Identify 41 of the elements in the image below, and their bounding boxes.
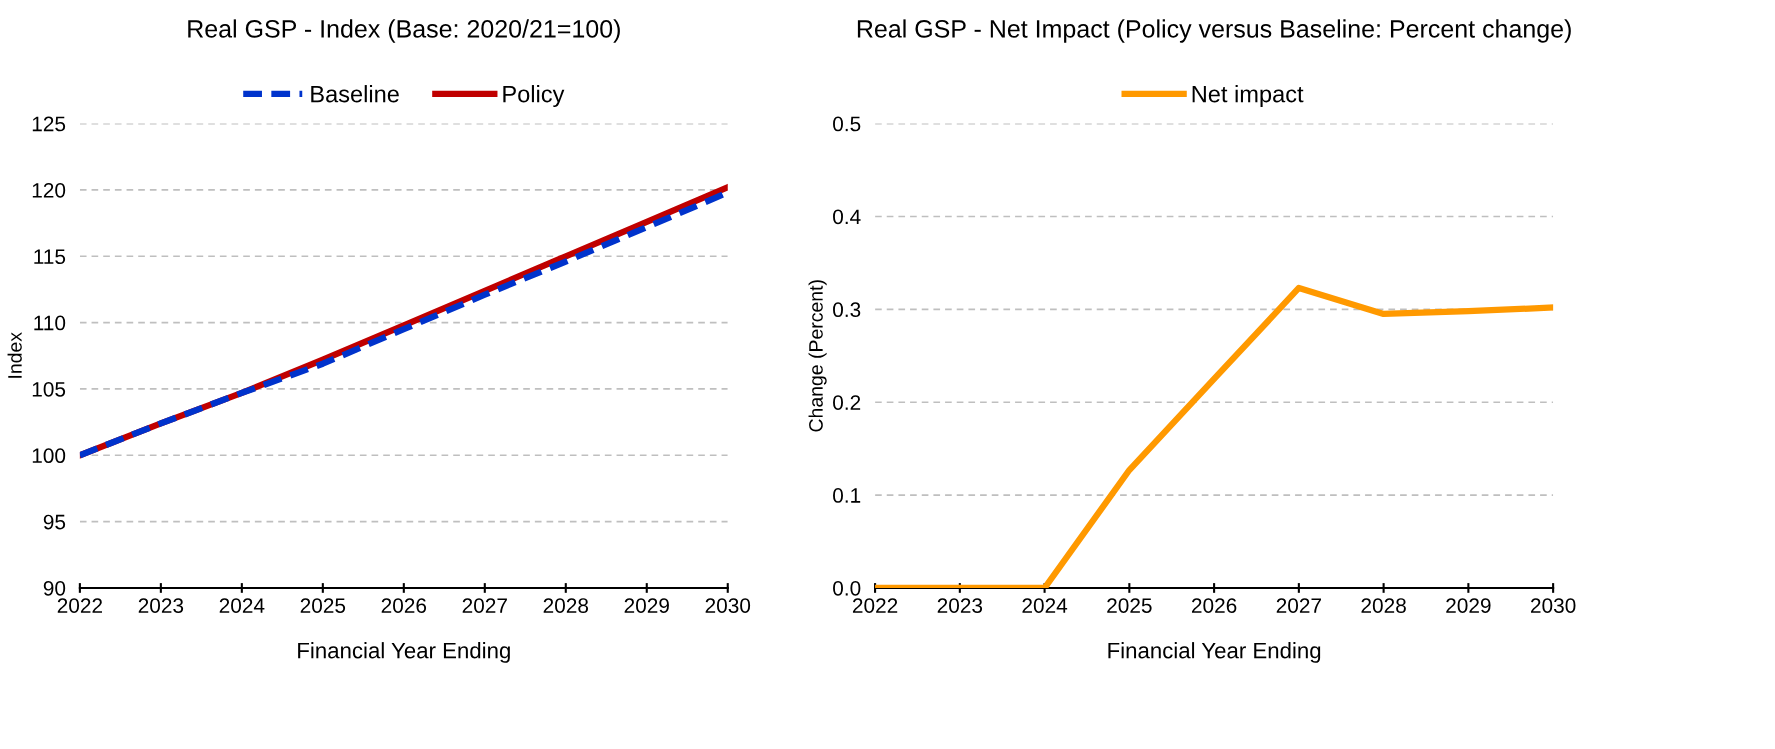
y-tick-label: 0.2 (833, 395, 861, 410)
x-tick-label: 2022 (852, 598, 898, 613)
y-tick-label: 0.1 (833, 488, 861, 503)
x-tick-label: 2023 (937, 598, 983, 613)
y-tick-label: 110 (34, 315, 66, 331)
x-tick-label: 2026 (381, 598, 427, 613)
legend-label: Net impact (1192, 85, 1304, 108)
chart-title: Real GSP - Index (Base: 2020/21=100) (188, 19, 620, 43)
y-tick-label: 125 (32, 116, 66, 132)
x-tick-label: 2024 (1022, 598, 1068, 613)
x-tick-label: 2024 (219, 598, 265, 613)
y-tick-label: 0.4 (833, 209, 861, 225)
x-tick-label: 2027 (1276, 598, 1321, 613)
y-tick-label: 95 (43, 514, 66, 530)
x-tick-label: 2029 (624, 598, 669, 613)
legend-label: Policy (503, 85, 565, 108)
y-axis-title: Index (7, 332, 22, 378)
legend-label: Baseline (311, 85, 399, 103)
x-tick-label: 2026 (1191, 598, 1237, 613)
x-tick-label: 2023 (138, 598, 184, 613)
x-tick-label: 2028 (1361, 598, 1406, 613)
x-tick-label: 2022 (57, 598, 102, 613)
x-tick-label: 2029 (1446, 598, 1491, 613)
y-tick-label: 105 (32, 381, 66, 397)
x-axis-title: Financial Year Ending (298, 642, 510, 663)
y-tick-label: 0.5 (833, 116, 861, 132)
chart-title: Real GSP - Net Impact (Policy versus Baseline: Percent change) (857, 19, 1571, 43)
y-tick-label: 100 (32, 448, 66, 464)
y-axis-title: Change (Percent) (808, 280, 827, 432)
x-tick-label: 2030 (1531, 598, 1576, 613)
y-tick-label: 120 (32, 182, 66, 198)
x-tick-label: 2025 (300, 598, 346, 613)
x-tick-label: 2030 (705, 598, 751, 613)
x-axis-title: Financial Year Ending (1108, 642, 1321, 663)
y-tick-label: 0.3 (833, 302, 861, 318)
y-tick-label: 90 (43, 580, 66, 596)
x-tick-label: 2025 (1107, 598, 1152, 613)
y-tick-label: 115 (34, 249, 66, 265)
x-tick-label: 2027 (462, 598, 507, 613)
x-tick-label: 2028 (543, 598, 589, 613)
y-tick-label: 0.0 (833, 580, 861, 596)
